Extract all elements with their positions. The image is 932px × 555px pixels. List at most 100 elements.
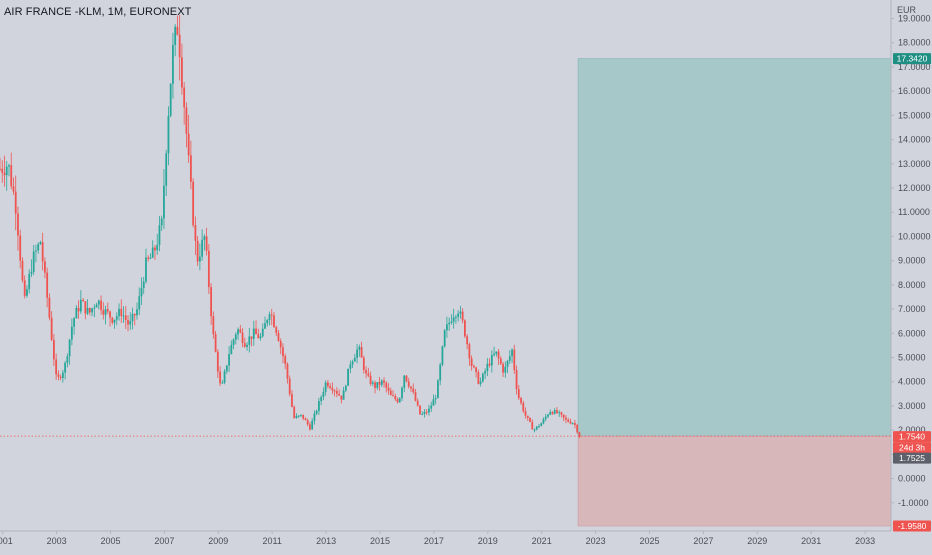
time-tick-label: 2007 (154, 536, 174, 546)
candle-body (313, 413, 316, 421)
candle-body (151, 247, 154, 258)
candle-body (212, 316, 215, 335)
candle-body (102, 310, 105, 315)
candle-body (535, 426, 538, 430)
low-price-badge-label: 1.7525 (899, 453, 925, 463)
candle-body (394, 395, 397, 400)
candle-body (470, 358, 473, 366)
candle-body (32, 251, 35, 272)
candle-body (407, 381, 410, 387)
candle-body (257, 334, 260, 339)
candle-body (93, 307, 96, 309)
candle-body (358, 347, 361, 350)
candle-body (419, 405, 421, 415)
candle-body (14, 191, 17, 214)
candle-body (385, 382, 388, 388)
candle-body (506, 360, 509, 367)
candle-body (95, 304, 98, 308)
candle-body (392, 395, 394, 397)
time-tick-label: 2017 (424, 536, 444, 546)
candle-body (398, 398, 401, 403)
candle-body (21, 260, 24, 281)
candle-body (5, 166, 8, 176)
candle-body (428, 408, 430, 413)
profit-zone[interactable] (577, 58, 892, 437)
candle-body (300, 414, 302, 416)
candle-body (77, 307, 80, 312)
candle-body (477, 372, 480, 384)
candle-body (53, 339, 55, 360)
candle-body (493, 353, 495, 356)
candle-body (277, 332, 280, 341)
candle-body (115, 316, 118, 320)
time-tick-label: 2011 (263, 536, 282, 546)
candle-body (239, 329, 242, 333)
candle-body (165, 153, 168, 186)
candle-body (362, 357, 365, 371)
candle-body (147, 257, 150, 259)
candle-body (511, 349, 513, 357)
candle-body (75, 307, 78, 319)
candle-body (30, 271, 33, 274)
candle-body (538, 426, 540, 428)
price-tick-label: 11.0000 (898, 207, 930, 217)
candle-body (455, 316, 457, 318)
candle-body (3, 172, 6, 176)
candle-body (351, 361, 354, 365)
candle-body (360, 347, 363, 358)
candle-body (423, 411, 426, 414)
candle-body (441, 346, 444, 365)
candle-body (432, 399, 435, 406)
candle-body (342, 390, 345, 400)
candle-body (86, 308, 89, 314)
candle-body (149, 257, 152, 259)
candle-body (131, 313, 134, 322)
price-tick-label: 19.0000 (898, 14, 931, 24)
candle-body (158, 225, 161, 245)
candle-body (97, 300, 100, 305)
candle-body (472, 365, 475, 368)
candle-body (338, 393, 341, 396)
candle-body (163, 185, 165, 219)
candle-body (37, 244, 40, 251)
candle-body (0, 168, 1, 170)
candle-body (88, 308, 91, 313)
candle-body (64, 362, 67, 373)
candle-body (567, 419, 570, 422)
price-tick-label: 18.0000 (898, 38, 931, 48)
candle-body (185, 107, 188, 134)
time-tick-label: 2019 (478, 536, 498, 546)
candle-body (41, 242, 44, 262)
candle-body (73, 318, 76, 327)
candle-body (318, 401, 320, 411)
candle-body (425, 411, 428, 413)
candle-body (288, 378, 291, 395)
candle-body (187, 133, 190, 156)
time-tick-label: 2003 (47, 536, 67, 546)
candle-body (324, 382, 327, 392)
candle-body (259, 336, 262, 339)
loss-zone[interactable] (577, 435, 892, 527)
time-tick-label: 2027 (693, 536, 713, 546)
candle-body (522, 402, 525, 412)
current-price-badge (893, 431, 931, 443)
candle-body (293, 406, 296, 418)
candle-body (234, 334, 237, 340)
candle-body (495, 351, 498, 354)
candle-body (59, 376, 62, 378)
candle-body (479, 381, 482, 384)
candle-body (488, 363, 491, 366)
candle-body (106, 309, 109, 312)
price-tick-label: 17.0000 (898, 62, 931, 72)
candle-body (297, 415, 300, 417)
candle-body (57, 374, 60, 377)
time-tick-label: 2023 (586, 536, 606, 546)
time-tick-label: 2013 (316, 536, 336, 546)
time-tick-label: 2025 (639, 536, 659, 546)
candle-body (475, 367, 478, 373)
price-tick-label: 2.0000 (898, 425, 926, 435)
candle-body (367, 373, 370, 376)
candle-body (169, 83, 172, 116)
